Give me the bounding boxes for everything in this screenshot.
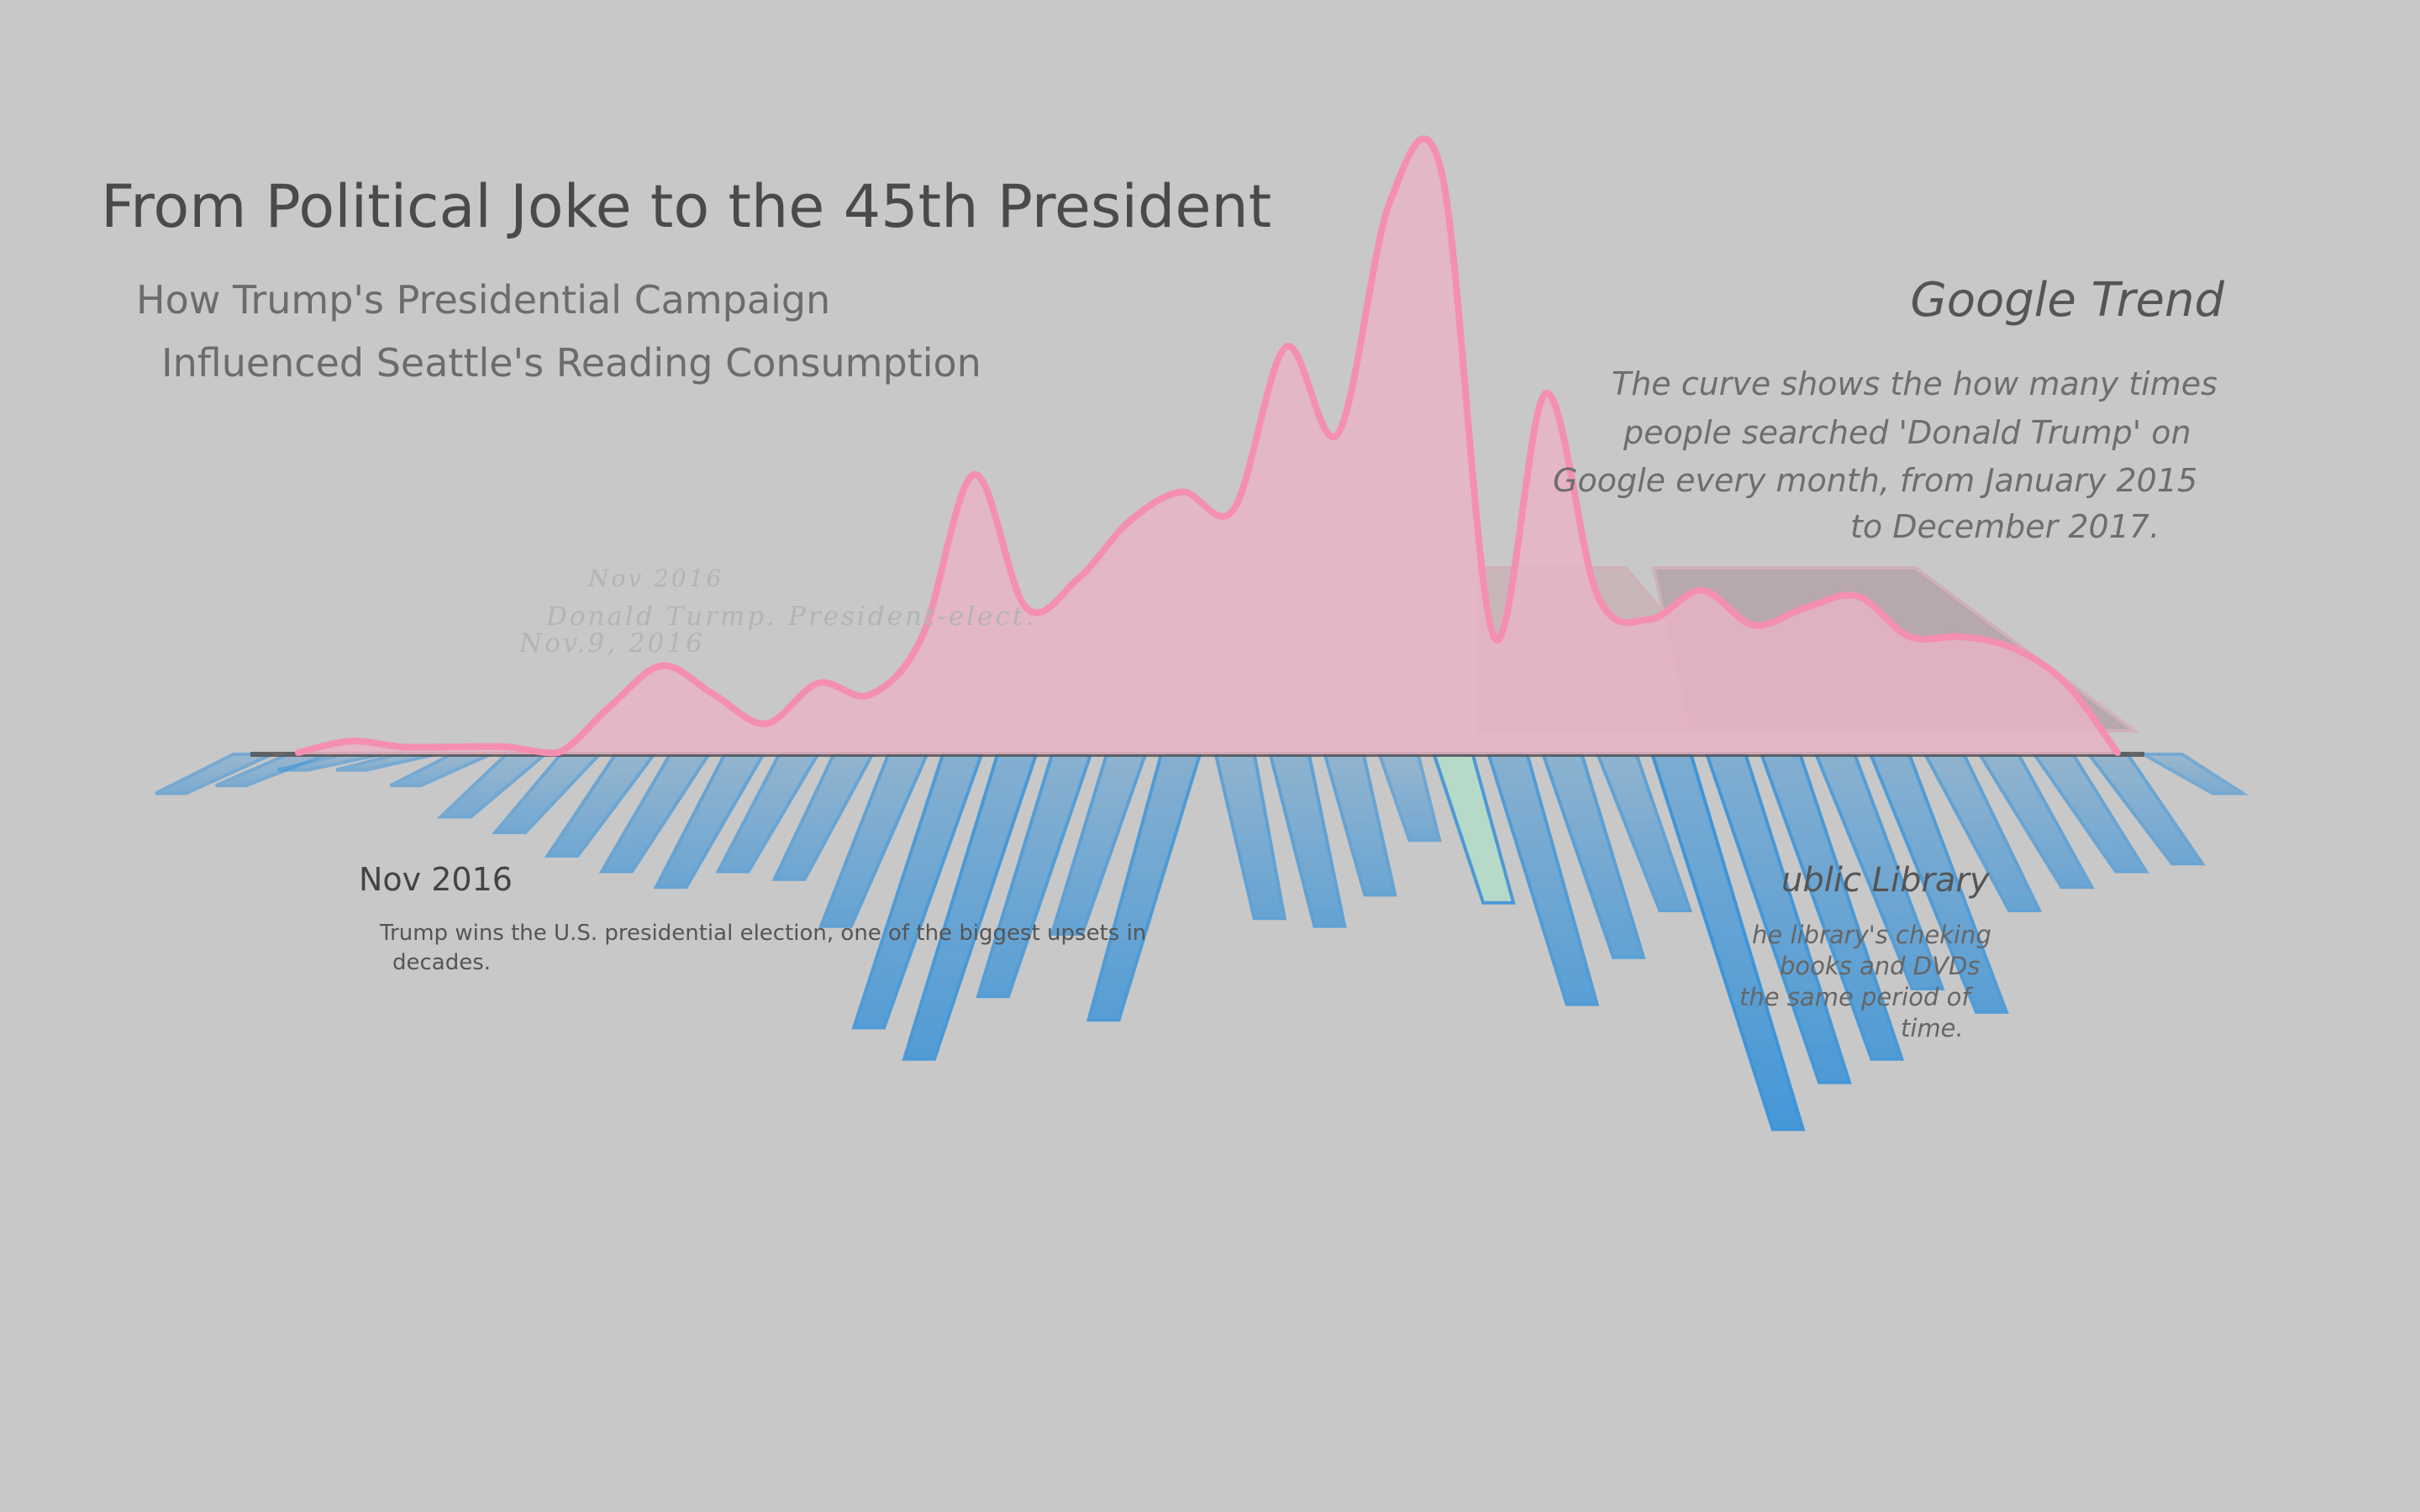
trend-point <box>1699 587 1705 593</box>
ghost-date-label: Nov 2016 <box>588 564 724 592</box>
trend-point <box>1491 634 1497 639</box>
trend-point <box>1595 593 1601 599</box>
trend-point <box>1075 576 1081 581</box>
trend-point <box>1127 518 1133 523</box>
trend-points <box>296 171 2120 755</box>
trend-point <box>1751 622 1756 628</box>
checkout-bar <box>1376 753 1442 843</box>
trend-point <box>2063 680 2069 686</box>
trend-point <box>399 744 405 750</box>
trend-point <box>867 692 873 697</box>
trend-point <box>1179 489 1185 495</box>
trend-point <box>1802 605 1808 611</box>
subtitle-line-1: How Trump's Presidential Campaign <box>136 277 831 323</box>
trend-point <box>608 703 613 709</box>
trend-point <box>1387 199 1392 205</box>
google-trend-description-line: The curve shows the how many times <box>1612 365 2217 402</box>
trend-point <box>711 692 717 697</box>
ghost-caption-line-2: Nov.9, 2016 <box>519 628 705 659</box>
annotation-title: Nov 2016 <box>359 861 513 898</box>
trend-point <box>1231 507 1237 512</box>
trend-point <box>1439 171 1444 176</box>
library-text-line: time. <box>1901 1014 1964 1042</box>
annotation-text-line: Trump wins the U.S. presidential electio… <box>380 921 1147 946</box>
google-trend-description-line: Google every month, from January 2015 <box>1553 462 2198 499</box>
trend-point <box>971 471 977 477</box>
trend-point <box>347 738 353 744</box>
google-trend-description-line: to December 2017. <box>1850 508 2160 545</box>
trend-point <box>660 663 665 669</box>
trend-point <box>763 721 769 727</box>
trend-point <box>919 634 925 639</box>
trend-point <box>503 744 509 750</box>
trend-point <box>1959 634 1965 639</box>
library-text-line: he library's cheking <box>1752 921 1991 949</box>
annotation-text-line: decades. <box>392 950 492 975</box>
trend-point <box>555 750 561 755</box>
trend-point <box>2115 750 2120 755</box>
google-trend-area <box>298 139 2118 754</box>
trend-point <box>1283 344 1289 349</box>
trend-point <box>1854 593 1860 599</box>
ghost-caption-line-1: Donald Turmp. President-elect. <box>546 601 1037 632</box>
trend-point <box>1335 431 1341 437</box>
trend-point <box>296 750 301 755</box>
subtitle-line-2: Influenced Seattle's Reading Consumption <box>161 340 981 386</box>
google-trend-heading: Google Trend <box>1910 273 2224 328</box>
library-text-line: the same period of <box>1739 983 1970 1011</box>
google-trend-line <box>295 135 2121 757</box>
trend-point <box>1023 605 1028 611</box>
library-text-line: books and DVDs <box>1780 952 1981 980</box>
trend-point <box>1907 634 1912 639</box>
trend-point <box>2011 645 2017 651</box>
checkout-bar <box>1213 753 1287 921</box>
trend-point <box>815 680 821 686</box>
google-trend-description-line: people searched 'Donald Trump' on <box>1623 414 2191 451</box>
trend-point <box>1543 391 1549 396</box>
library-heading: ublic Library <box>1781 861 1990 900</box>
checkout-bar <box>2137 753 2249 795</box>
trend-point <box>1647 617 1653 622</box>
page-title: From Political Joke to the 45th Presiden… <box>101 172 1272 241</box>
trend-point <box>451 744 457 750</box>
